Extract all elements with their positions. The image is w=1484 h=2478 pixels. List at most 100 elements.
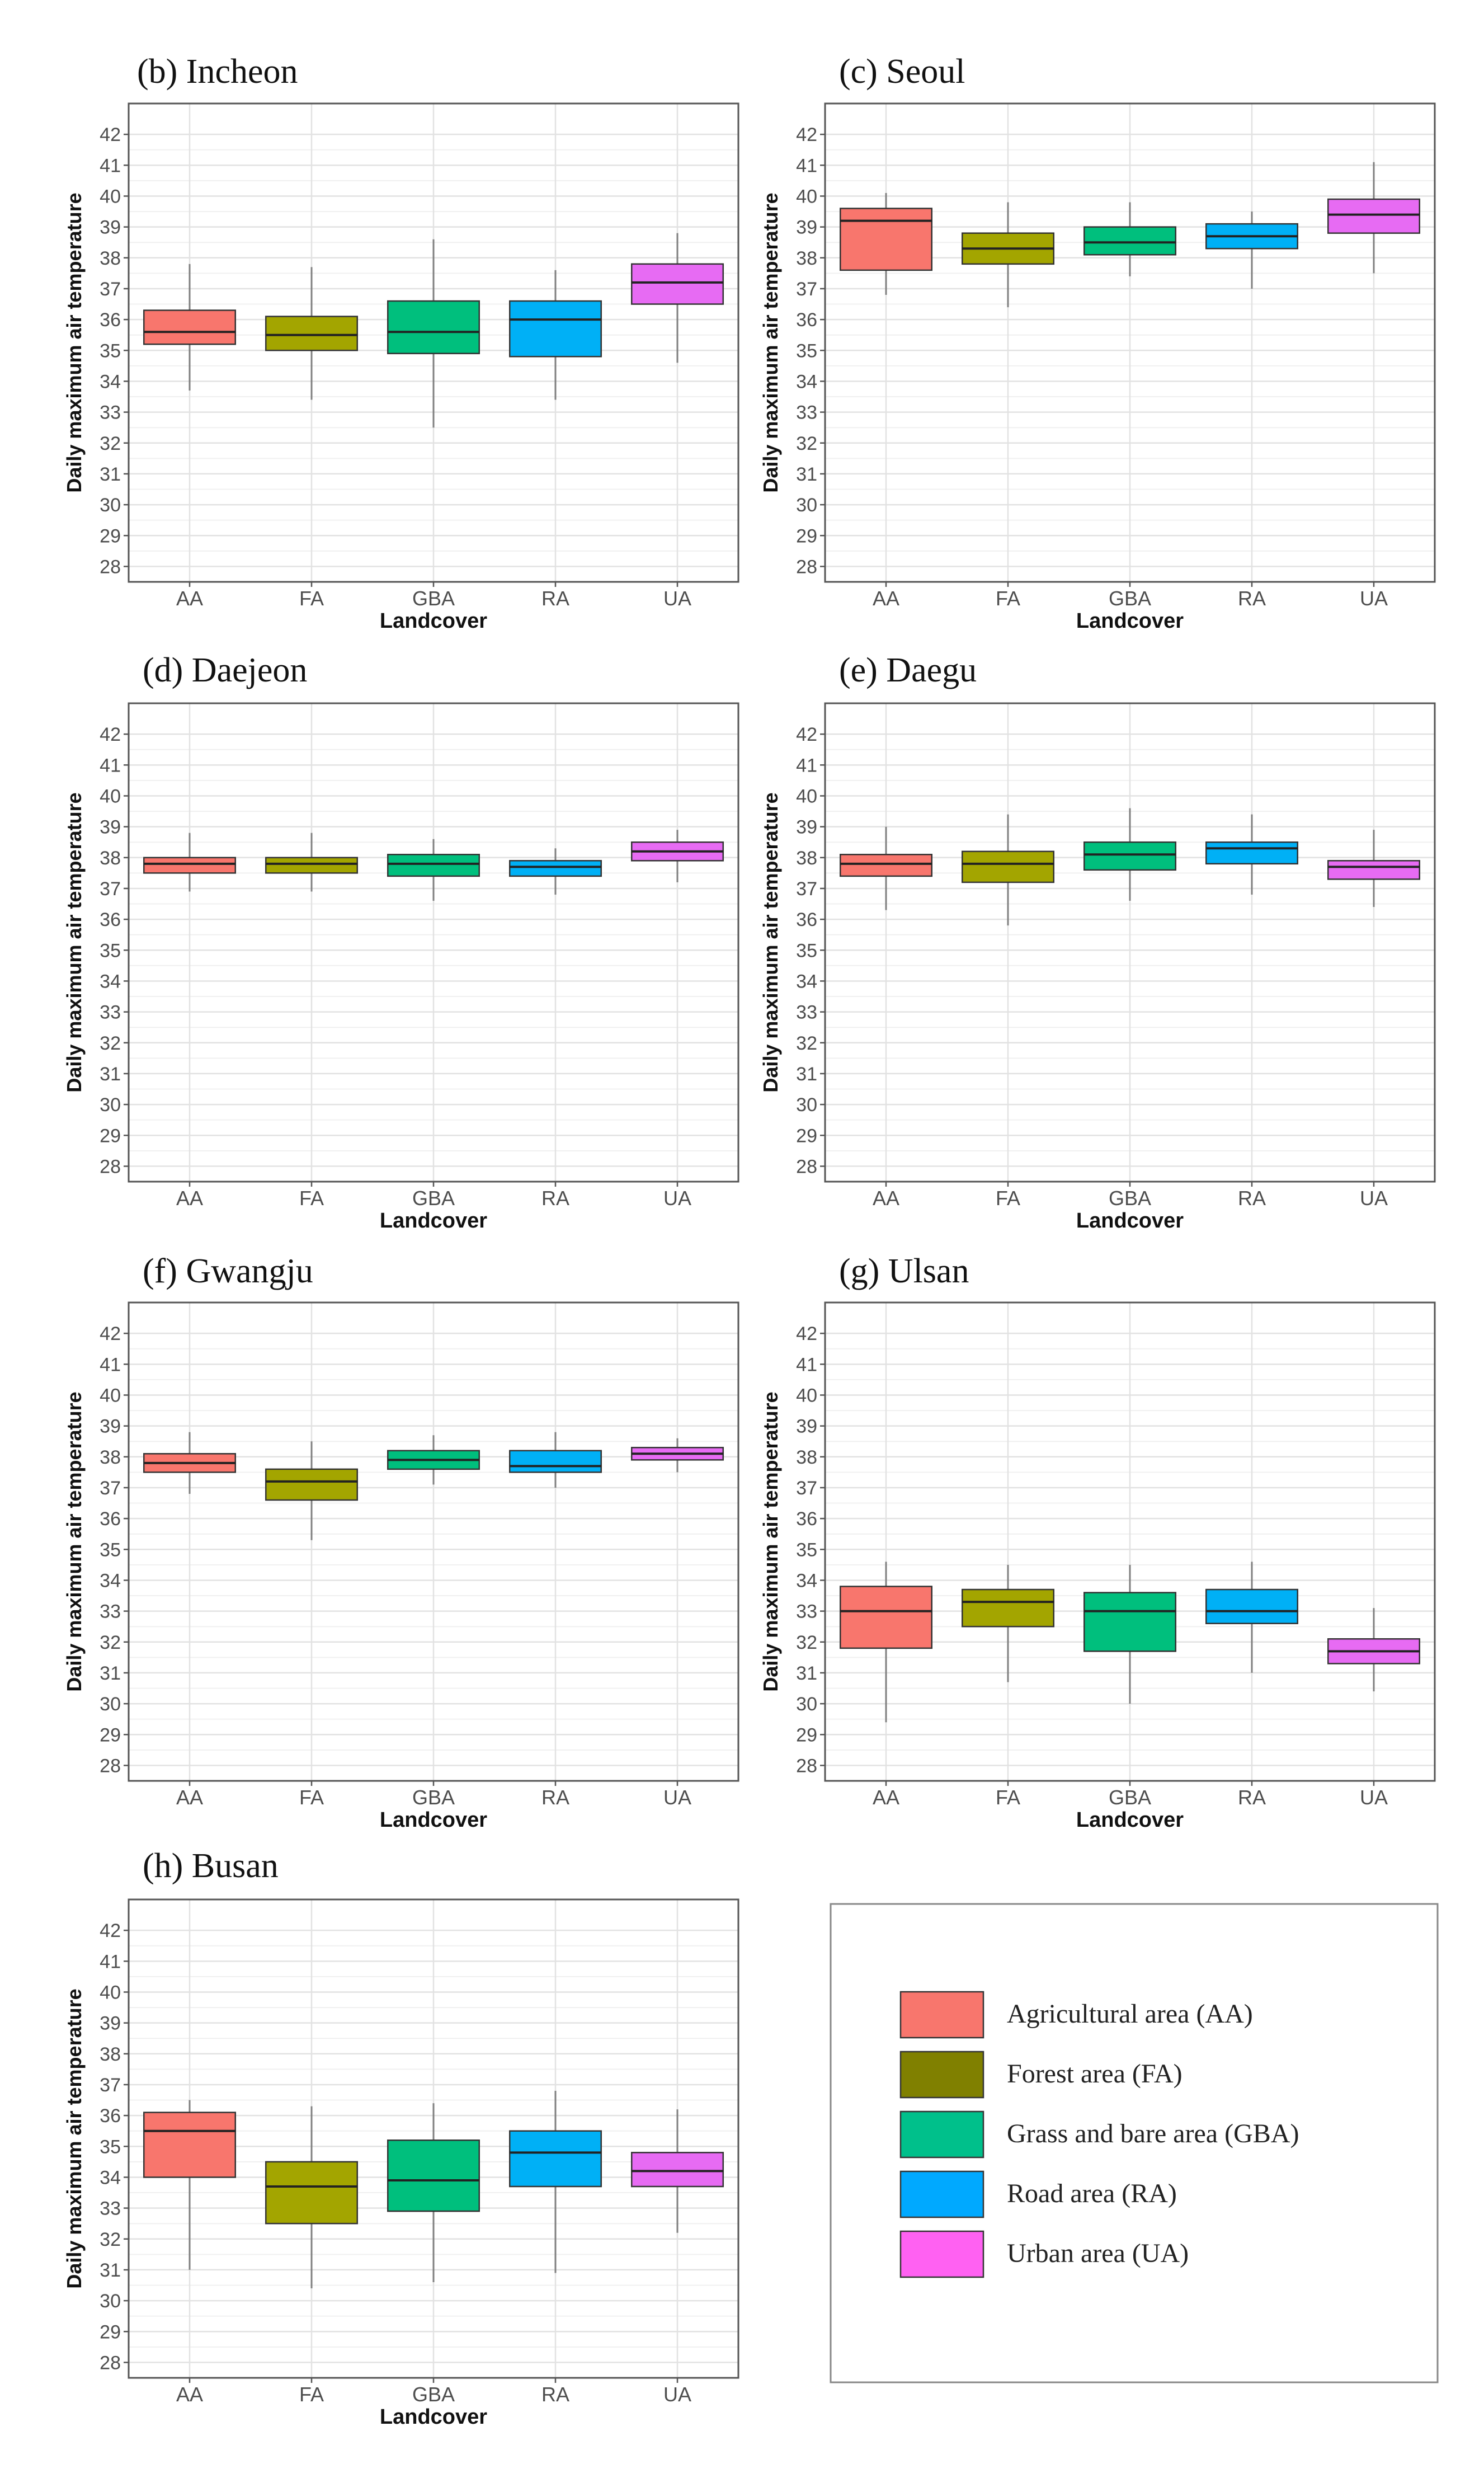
- box-ra: [1205, 211, 1298, 289]
- y-tick-label: 33: [796, 1601, 817, 1623]
- legend-swatch-ua: [899, 2230, 984, 2278]
- y-axis-title: Daily maximum air temperature: [63, 792, 86, 1092]
- legend-swatch-gba: [899, 2110, 984, 2159]
- box-body: [840, 1586, 932, 1649]
- box-body: [387, 2140, 480, 2212]
- y-tick-label: 41: [796, 1354, 817, 1375]
- x-tick-label: FA: [996, 1187, 1020, 1210]
- x-tick-label: AA: [176, 587, 203, 610]
- box-body: [387, 300, 480, 355]
- y-tick-label: 35: [100, 940, 121, 961]
- y-tick-label: 38: [100, 248, 121, 269]
- y-tick-label: 36: [100, 2105, 121, 2127]
- y-tick-label: 30: [796, 1694, 817, 1715]
- x-axis-title: Landcover: [1076, 609, 1184, 633]
- x-tick-label: GBA: [412, 587, 455, 610]
- y-tick-label: 28: [796, 1156, 817, 1177]
- panel-d-daejeon: (d) Daejeon 28 29 30 31 32 33 34 35 36 37 38 39 40 41 4…: [63, 651, 739, 1233]
- y-tick-label: 38: [100, 1447, 121, 1468]
- y-tick-label: 39: [796, 217, 817, 238]
- box-body: [143, 2112, 236, 2178]
- box-gba: [387, 1435, 480, 1485]
- y-tick-label: 40: [100, 1385, 121, 1406]
- y-tick-label: 41: [796, 755, 817, 776]
- y-tick-label: 28: [100, 2352, 121, 2373]
- x-tick-label: AA: [873, 1786, 899, 1809]
- y-tick-label: 33: [100, 1002, 121, 1023]
- box-gba: [387, 839, 480, 901]
- panel-title: (d) Daejeon: [143, 651, 307, 689]
- y-tick-label: 38: [796, 248, 817, 269]
- x-tick-label: GBA: [412, 1187, 455, 1210]
- box-body: [1327, 860, 1420, 880]
- box-fa: [962, 202, 1054, 308]
- panel-g-ulsan: (g) Ulsan 28 29 30 31 32 33 34 35 36 37 38 39 40 41 42 A…: [759, 1252, 1436, 1832]
- x-axis-title: Landcover: [380, 1808, 487, 1832]
- legend-label-ra: Road area (RA): [1007, 2179, 1177, 2208]
- x-tick-label: RA: [541, 1187, 569, 1210]
- x-axis-title: Landcover: [380, 609, 487, 633]
- x-tick-label: FA: [996, 587, 1020, 610]
- y-tick-label: 34: [100, 971, 121, 992]
- y-tick-label: 32: [796, 1033, 817, 1054]
- x-tick-label: UA: [663, 587, 691, 610]
- box-gba: [1083, 1564, 1176, 1704]
- box-ua: [1327, 830, 1420, 907]
- y-tick-label: 35: [100, 1539, 121, 1560]
- y-tick-label: 34: [100, 371, 121, 392]
- x-tick-label: GBA: [412, 1786, 455, 1809]
- legend-label-gba: Grass and bare area (GBA): [1007, 2119, 1299, 2148]
- y-tick-label: 38: [796, 848, 817, 869]
- x-tick-label: AA: [873, 1187, 899, 1210]
- box-ua: [631, 1438, 724, 1473]
- y-tick-label: 30: [100, 495, 121, 516]
- y-tick-label: 35: [796, 1539, 817, 1560]
- y-tick-label: 41: [100, 1354, 121, 1375]
- x-tick-label: RA: [541, 1786, 569, 1809]
- box-fa: [962, 1564, 1054, 1682]
- y-tick-label: 31: [100, 2260, 121, 2281]
- panel-f-gwangju: (f) Gwangju 28 29 30 31 32 33 34 35 36 37 38 39 40 41 4…: [63, 1252, 739, 1832]
- y-tick-label: 33: [100, 402, 121, 424]
- box-ra: [1205, 1562, 1298, 1673]
- y-tick-label: 42: [796, 124, 817, 145]
- box-fa: [265, 267, 358, 400]
- x-tick-label: UA: [663, 1786, 691, 1809]
- y-tick-label: 31: [100, 1663, 121, 1684]
- panel-b-incheon: (b) Incheon 28 29 30 31 32 33 34 35 36 37 38 39 40 41 4…: [63, 53, 739, 633]
- box-body: [631, 2152, 724, 2188]
- legend-label-aa: Agricultural area (AA): [1007, 1999, 1253, 2029]
- legend-label-fa: Forest area (FA): [1007, 2059, 1183, 2089]
- y-tick-label: 33: [100, 2198, 121, 2220]
- x-tick-label: AA: [873, 587, 899, 610]
- y-tick-label: 37: [100, 1478, 121, 1499]
- y-axis-title: Daily maximum air temperature: [759, 1391, 782, 1691]
- box-body: [265, 1468, 358, 1501]
- x-tick-label: RA: [541, 587, 569, 610]
- box-body: [1327, 198, 1420, 234]
- y-tick-label: 36: [796, 1508, 817, 1530]
- x-tick-label: UA: [663, 2383, 691, 2406]
- y-tick-label: 34: [100, 1570, 121, 1591]
- box-ra: [509, 270, 602, 400]
- panel-title: (b) Incheon: [137, 53, 298, 91]
- y-tick-label: 40: [100, 786, 121, 807]
- y-tick-label: 40: [100, 186, 121, 207]
- y-tick-label: 32: [100, 433, 121, 454]
- x-tick-label: GBA: [412, 2383, 455, 2406]
- y-tick-label: 29: [100, 525, 121, 547]
- y-tick-label: 36: [100, 909, 121, 930]
- y-tick-label: 32: [100, 1033, 121, 1054]
- y-tick-label: 33: [796, 402, 817, 424]
- x-tick-label: UA: [1360, 1187, 1388, 1210]
- box-body: [1083, 226, 1176, 256]
- box-body: [265, 316, 358, 351]
- box-body: [962, 850, 1054, 883]
- x-tick-label: RA: [1238, 1187, 1266, 1210]
- y-tick-label: 29: [796, 525, 817, 547]
- y-tick-label: 32: [796, 1632, 817, 1653]
- y-tick-label: 30: [100, 2291, 121, 2312]
- panel-title: (g) Ulsan: [839, 1252, 969, 1290]
- y-tick-label: 41: [100, 155, 121, 176]
- box-body: [143, 857, 236, 874]
